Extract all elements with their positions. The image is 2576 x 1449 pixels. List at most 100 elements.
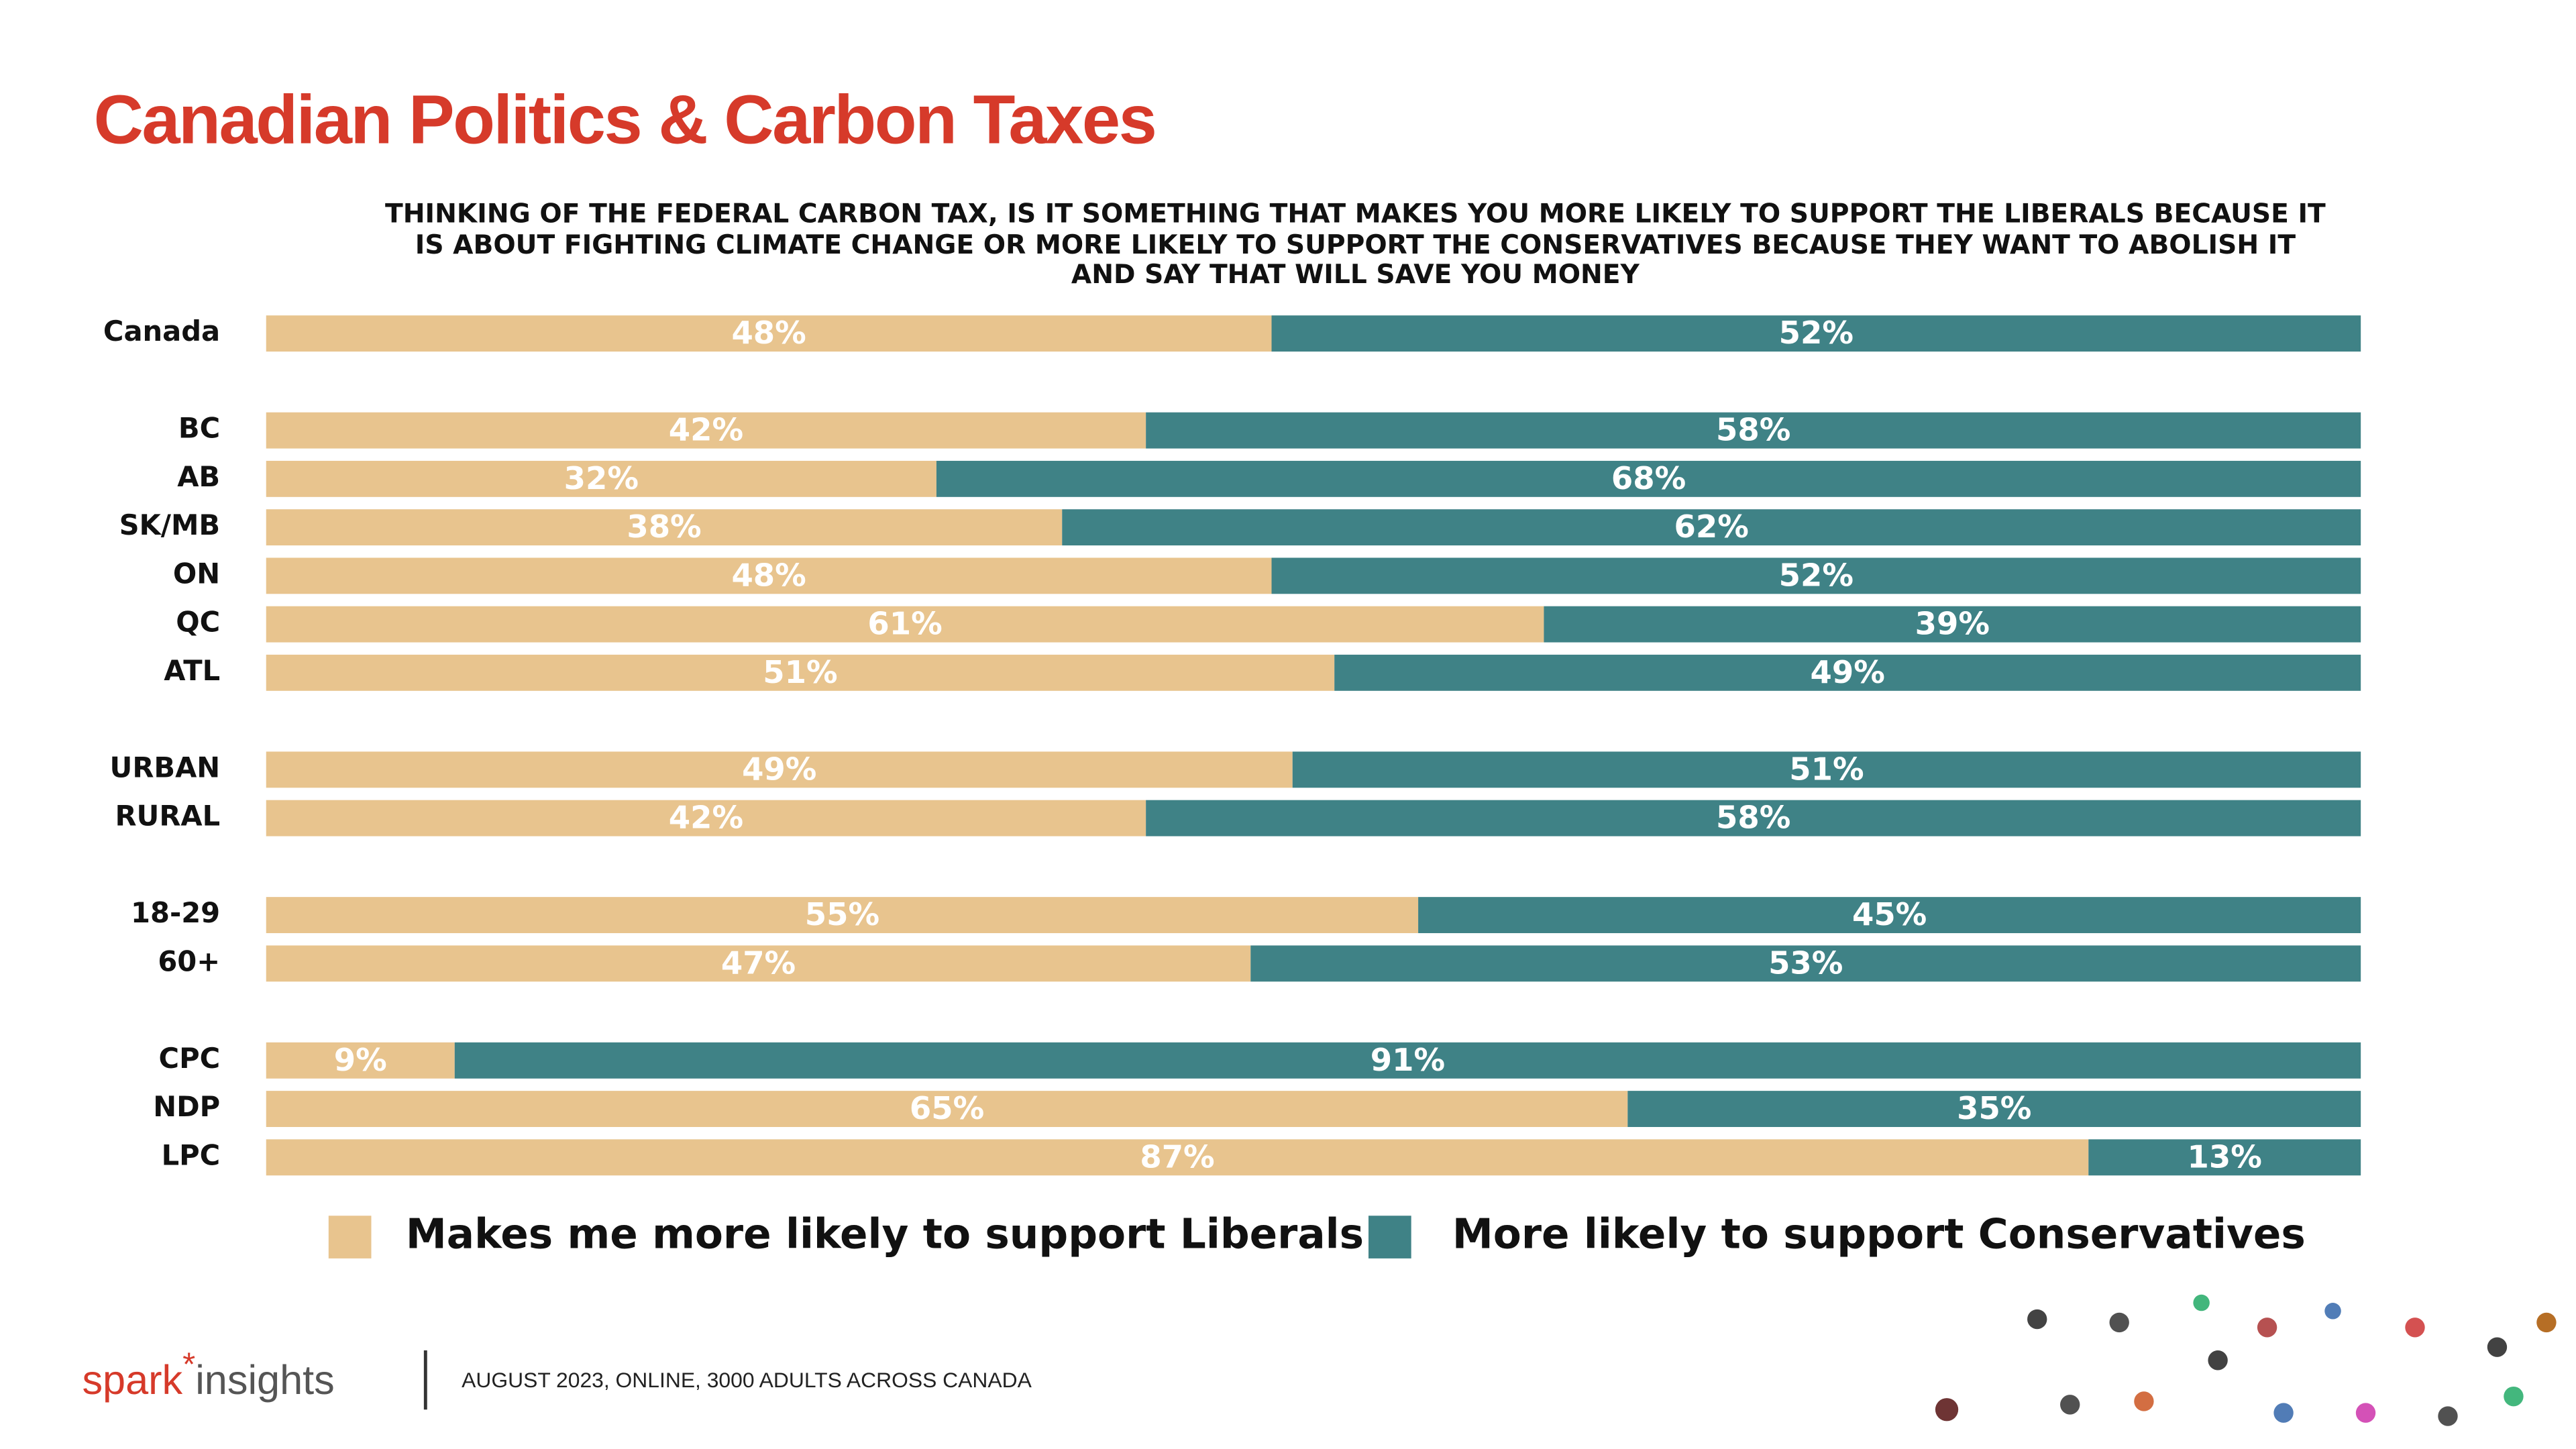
bar-segment — [266, 1139, 2089, 1176]
person-icon — [2027, 1309, 2047, 1330]
value-label: 35% — [1957, 1090, 2031, 1126]
value-label: 42% — [669, 800, 743, 836]
value-label: 53% — [1768, 945, 1843, 981]
bar-segment — [2088, 1139, 2361, 1176]
value-label: 65% — [910, 1090, 984, 1126]
legend: Makes me more likely to support Liberals… — [328, 1211, 2306, 1258]
title: Canadian Politics & Carbon Taxes — [94, 80, 1156, 158]
person-icon — [2536, 1312, 2557, 1333]
category-label: ON — [173, 557, 220, 590]
person-icon — [2193, 1294, 2210, 1311]
bar-segment — [266, 606, 1544, 643]
bar-segment — [266, 557, 1272, 594]
legend-swatch — [328, 1216, 372, 1258]
bar-segment — [1627, 1091, 2361, 1127]
person-icon — [2208, 1350, 2228, 1371]
bar-segment — [1544, 606, 2361, 643]
value-label: 32% — [564, 460, 639, 496]
person-icon — [2504, 1386, 2524, 1407]
bar-segment — [454, 1042, 2361, 1079]
person-icon — [2257, 1318, 2277, 1338]
decoration — [1935, 1294, 2557, 1426]
person-icon — [1935, 1398, 1959, 1421]
subtitle: THINKING OF THE FEDERAL CARBON TAX, IS I… — [385, 199, 2326, 290]
category-label: ATL — [164, 654, 220, 687]
footer: spark*insights AUGUST 2023, ONLINE, 3000… — [82, 1346, 1032, 1410]
legend-label: Makes me more likely to support Liberals — [406, 1211, 1364, 1258]
value-label: 49% — [1811, 654, 1885, 690]
bar-segment — [266, 509, 1063, 546]
bar-segment — [936, 460, 2361, 497]
legend-swatch — [1368, 1216, 1411, 1258]
value-label: 55% — [805, 896, 879, 932]
bar-segment — [1271, 557, 2361, 594]
category-label: 60+ — [158, 945, 220, 977]
value-label: 91% — [1371, 1042, 1445, 1078]
category-label: LPC — [162, 1138, 221, 1171]
category-label: QC — [176, 606, 220, 639]
bar-segment — [1062, 509, 2361, 546]
brand: spark*insights — [82, 1346, 334, 1403]
plot: Canada 48% 52% BC 42% 58% AB 32% 68% SK/MB 38% 62% O… — [103, 315, 2361, 1176]
subtitle-line: AND SAY THAT WILL SAVE YOU MONEY — [1071, 260, 1640, 290]
value-label: 87% — [1140, 1138, 1214, 1175]
category-label: RURAL — [115, 800, 221, 833]
bar-segment — [266, 751, 1293, 788]
bar-segment — [1146, 800, 2361, 837]
value-label: 38% — [627, 508, 701, 545]
value-label: 39% — [1915, 606, 1990, 642]
value-label: 47% — [721, 945, 796, 981]
person-icon — [2109, 1312, 2129, 1333]
bar-segment — [1418, 897, 2361, 934]
person-icon — [2273, 1403, 2294, 1423]
value-label: 42% — [669, 412, 743, 448]
category-label: NDP — [153, 1090, 220, 1123]
value-label: 9% — [334, 1042, 387, 1078]
legend-label: More likely to support Conservatives — [1452, 1211, 2306, 1258]
category-label: BC — [178, 412, 220, 445]
bar-segment — [266, 945, 1251, 982]
person-icon — [2324, 1303, 2341, 1320]
value-label: 48% — [731, 557, 806, 593]
value-label: 58% — [1716, 412, 1790, 448]
bar-segment — [1292, 751, 2361, 788]
value-label: 48% — [731, 315, 806, 351]
subtitle-line: THINKING OF THE FEDERAL CARBON TAX, IS I… — [385, 199, 2326, 229]
bar-segment — [266, 460, 936, 497]
value-label: 61% — [867, 606, 942, 642]
bar-segment — [266, 897, 1419, 934]
category-label: CPC — [159, 1042, 221, 1075]
value-label: 58% — [1716, 800, 1790, 836]
category-label: SK/MB — [119, 508, 221, 541]
bar-segment — [266, 1042, 455, 1079]
bar-segment — [1146, 412, 2361, 449]
brand-mark: * — [182, 1346, 195, 1383]
value-label: 49% — [742, 751, 816, 787]
bar-segment — [1334, 654, 2361, 691]
bar-segment — [266, 654, 1335, 691]
value-label: 52% — [1779, 557, 1854, 593]
value-label: 13% — [2188, 1138, 2262, 1175]
brand-word: spark — [82, 1357, 182, 1403]
value-label: 68% — [1611, 460, 1686, 496]
value-label: 45% — [1852, 896, 1927, 932]
brand-word: insights — [195, 1357, 335, 1403]
value-label: 51% — [763, 654, 837, 690]
bar-segment — [266, 412, 1146, 449]
category-label: AB — [177, 460, 220, 493]
bar-segment — [266, 800, 1146, 837]
subtitle-line: IS ABOUT FIGHTING CLIMATE CHANGE OR MORE… — [415, 230, 2296, 260]
bar-segment — [1250, 945, 2361, 982]
category-label: URBAN — [110, 751, 221, 784]
bar-segment — [1271, 315, 2361, 352]
person-icon — [2487, 1337, 2508, 1357]
person-icon — [2134, 1391, 2154, 1411]
person-icon — [2405, 1318, 2425, 1338]
source: AUGUST 2023, ONLINE, 3000 ADULTS ACROSS … — [462, 1368, 1032, 1392]
bar-segment — [266, 1091, 1628, 1127]
person-icon — [2438, 1406, 2458, 1426]
person-icon — [2355, 1403, 2376, 1423]
value-label: 62% — [1674, 508, 1749, 545]
